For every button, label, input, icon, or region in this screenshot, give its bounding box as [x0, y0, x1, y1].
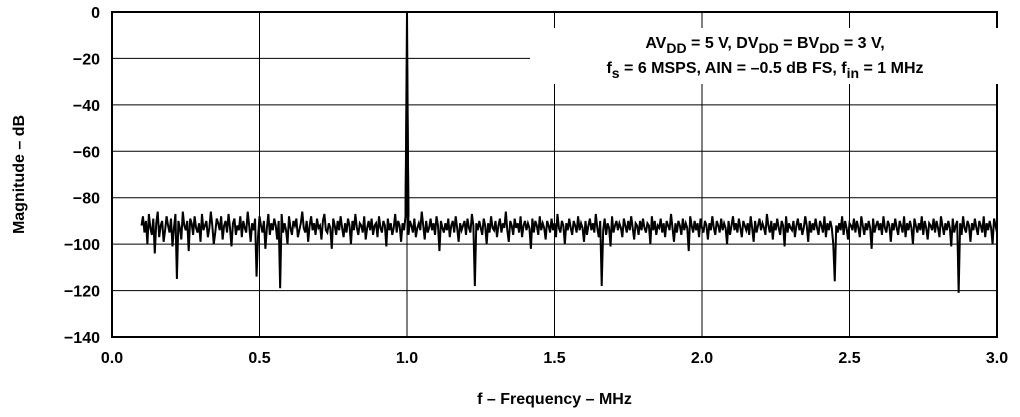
annotation-text: = 6 MSPS, AIN = –0.5 dB FS, f	[620, 60, 848, 77]
annotation-text: f	[606, 60, 612, 77]
x-tick-label: 3.0	[986, 350, 1008, 367]
annotation-text: = 3 V,	[839, 35, 884, 52]
x-tick-label: 0.5	[248, 350, 270, 367]
annotation-text: AV	[645, 35, 666, 52]
annotation-text: = 1 MHz	[859, 60, 923, 77]
y-axis-label: Magnitude – dB	[11, 115, 28, 234]
y-tick-label: −140	[64, 330, 100, 347]
x-tick-label: 1.0	[396, 350, 418, 367]
y-tick-label: −40	[73, 98, 100, 115]
x-axis-label: f – Frequency – MHz	[477, 391, 632, 408]
x-tick-labels: 0.0 0.5 1.0 1.5 2.0 2.5 3.0	[101, 350, 1008, 367]
annotation-line-1: AVDD = 5 V, DVDD = BVDD = 3 V,	[645, 35, 884, 56]
annotation-line-2: fs = 6 MSPS, AIN = –0.5 dB FS, fin = 1 M…	[606, 60, 923, 81]
annotation-subscript: DD	[819, 40, 839, 56]
annotation-subscript: DD	[759, 40, 779, 56]
x-tick-label: 2.0	[691, 350, 713, 367]
y-tick-label: −100	[64, 237, 100, 254]
y-tick-label: −120	[64, 284, 100, 301]
plot-frame	[111, 11, 998, 338]
annotation-text: = BV	[779, 35, 820, 52]
annotation-text: = 5 V, DV	[687, 35, 759, 52]
annotation-subscript: s	[612, 65, 620, 81]
annotation-subscript: in	[847, 65, 859, 81]
y-tick-label: −80	[73, 191, 100, 208]
x-tick-label: 0.0	[101, 350, 123, 367]
x-tick-label: 2.5	[838, 350, 860, 367]
series-layer	[140, 11, 998, 293]
carrier-peak	[404, 11, 410, 217]
y-tick-label: 0	[91, 5, 100, 22]
y-tick-label: −60	[73, 144, 100, 161]
spectrum-series-line	[140, 11, 998, 293]
annotation-background	[530, 28, 1000, 84]
x-tick-label: 1.5	[543, 350, 565, 367]
y-tick-label: −20	[73, 51, 100, 68]
y-tick-labels: 0 −20 −40 −60 −80 −100 −120 −140	[64, 5, 100, 347]
annotation-subscript: DD	[666, 40, 686, 56]
